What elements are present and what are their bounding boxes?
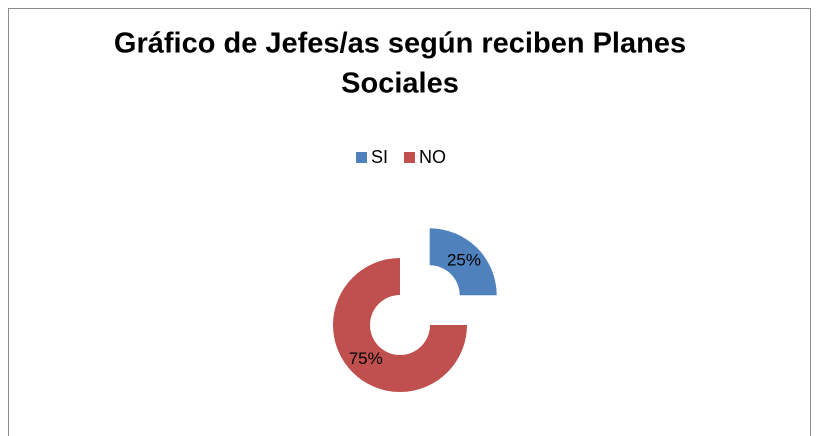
data-label: 75% [349, 349, 383, 368]
doughnut-slice [429, 228, 497, 296]
chart-title: Sociales [341, 68, 459, 100]
legend-swatch [356, 152, 367, 163]
doughnut-slice [333, 258, 467, 392]
chart-title: Gráfico de Jefes/as según reciben Planes [114, 28, 686, 60]
legend-swatch [404, 152, 415, 163]
data-label: 25% [447, 250, 481, 269]
legend-label: NO [419, 147, 446, 167]
legend-label: SI [371, 147, 388, 167]
